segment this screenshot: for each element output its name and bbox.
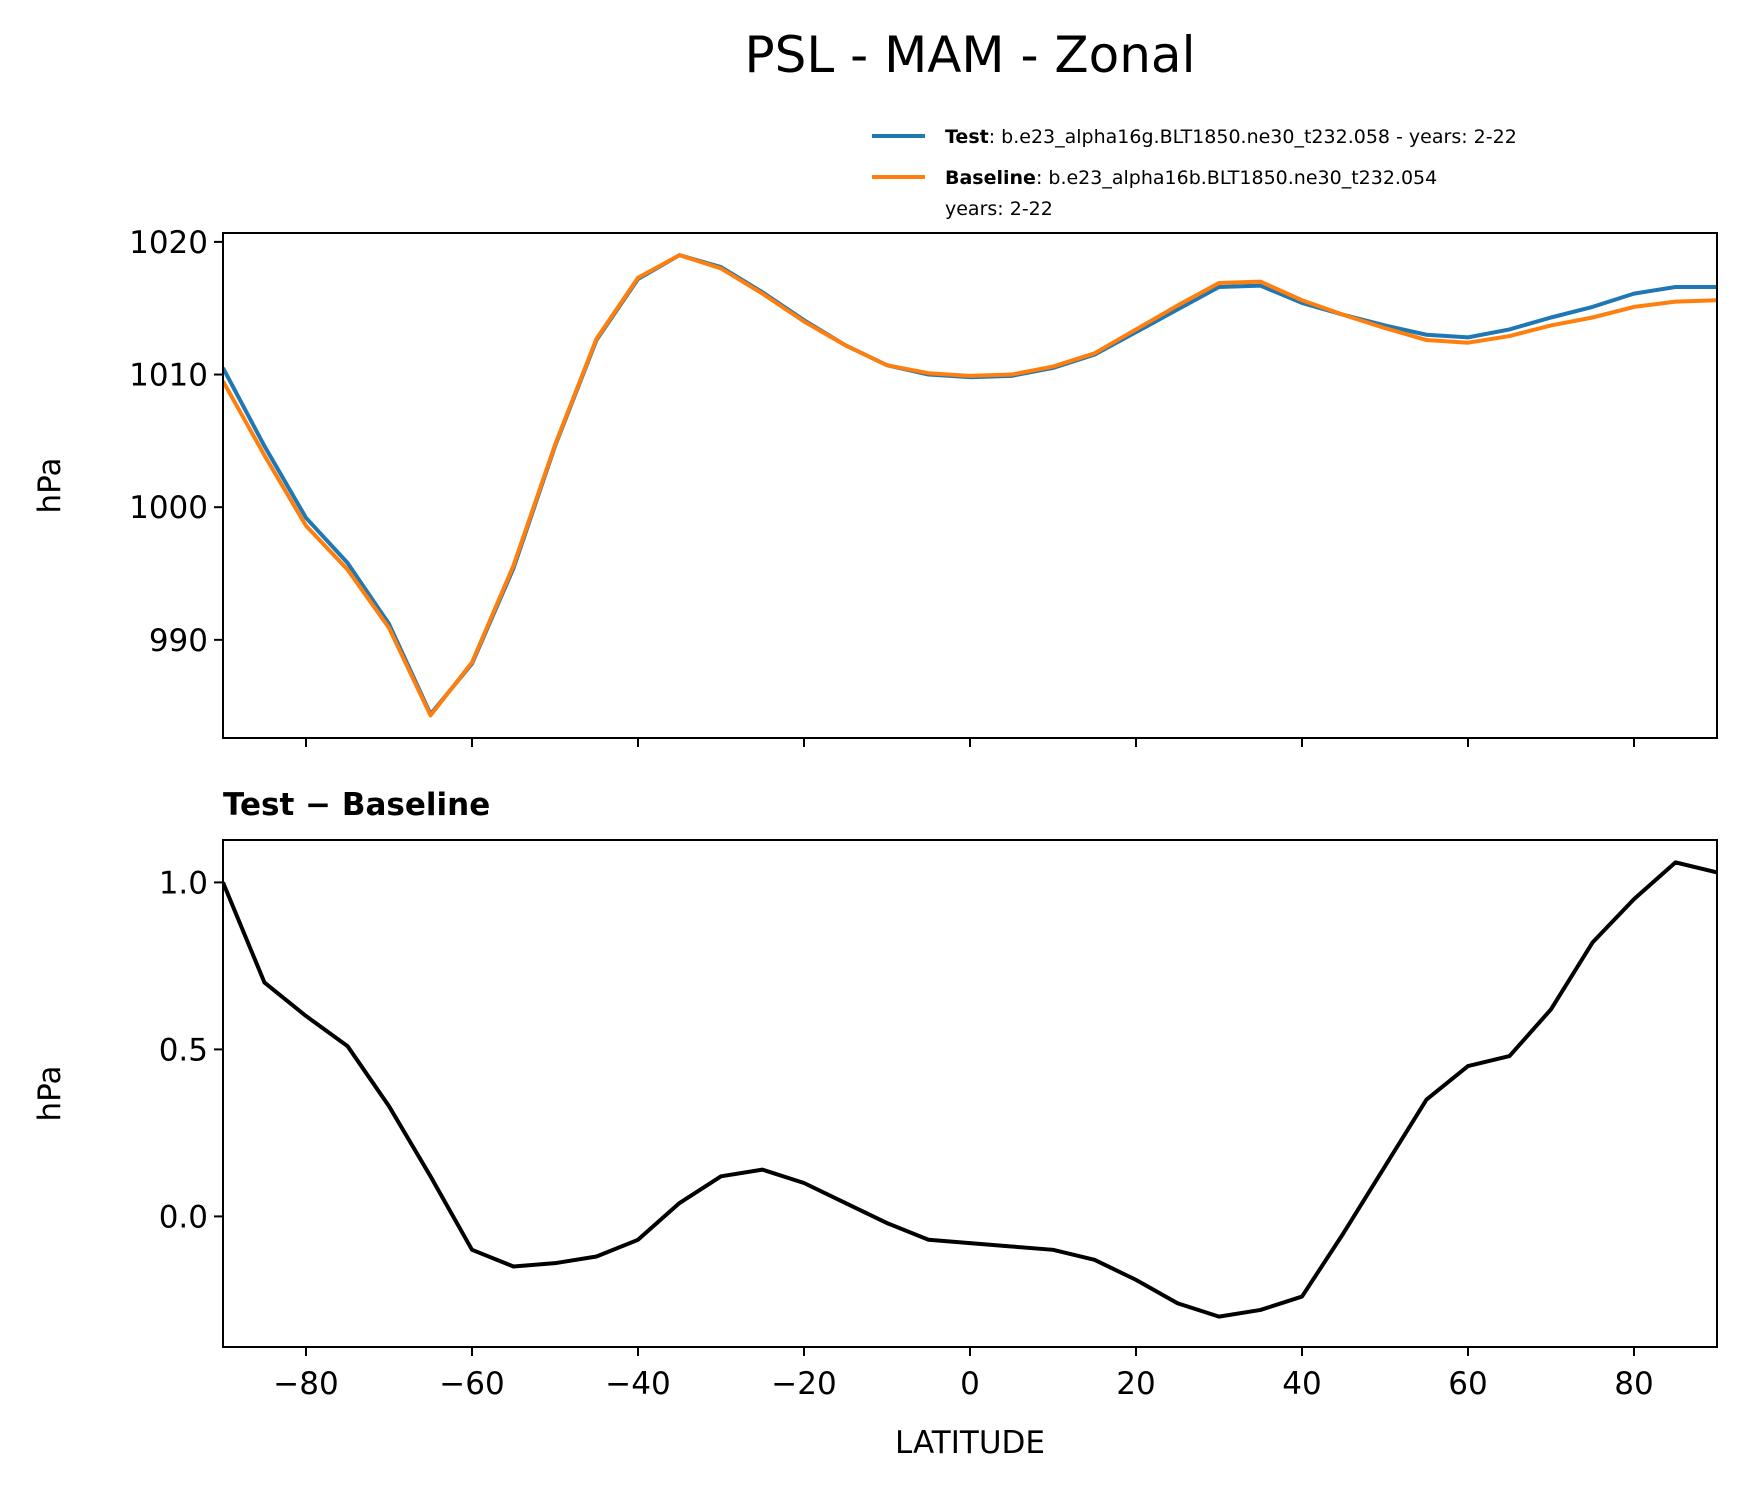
- y-axis-label: hPa: [32, 1066, 68, 1122]
- x-tick-label: −60: [439, 1366, 504, 1402]
- y-tick-label: 0.5: [159, 1032, 208, 1068]
- legend-description: years: 2-22: [945, 198, 1053, 220]
- y-tick-label: 1000: [129, 490, 208, 526]
- x-tick-label: −80: [273, 1366, 338, 1402]
- x-tick-label: −40: [605, 1366, 670, 1402]
- y-tick-label: 1020: [129, 225, 208, 261]
- series-line: [223, 253, 1717, 717]
- x-tick-label: 80: [1614, 1366, 1653, 1402]
- series-line: [223, 860, 1717, 1319]
- x-tick-label: 40: [1282, 1366, 1321, 1402]
- legend-description: : b.e23_alpha16g.BLT1850.ne30_t232.058 -…: [989, 126, 1517, 148]
- y-tick-label: 1010: [129, 358, 208, 394]
- axes-frame: [222, 232, 1718, 739]
- axes-frame: [222, 839, 1718, 1348]
- x-tick-label: 20: [1116, 1366, 1155, 1402]
- figure-title: PSL - MAM - Zonal: [745, 26, 1196, 84]
- y-tick-label: 1.0: [159, 865, 208, 901]
- x-tick-label: 60: [1448, 1366, 1487, 1402]
- legend-name: Test: [945, 126, 989, 148]
- y-tick-label: 990: [149, 623, 208, 659]
- x-tick-label: −20: [771, 1366, 836, 1402]
- legend-label: Test: b.e23_alpha16g.BLT1850.ne30_t232.0…: [945, 126, 1517, 148]
- x-axis-label: LATITUDE: [895, 1425, 1045, 1461]
- legend-label: Baseline: b.e23_alpha16b.BLT1850.ne30_t2…: [945, 167, 1437, 220]
- legend-description: : b.e23_alpha16b.BLT1850.ne30_t232.054: [1036, 167, 1437, 189]
- x-tick-label: 0: [960, 1366, 980, 1402]
- y-tick-label: 0.0: [159, 1199, 208, 1235]
- subplot-title: Test − Baseline: [223, 787, 490, 823]
- legend-name: Baseline: [945, 167, 1036, 189]
- series-line: [223, 253, 1717, 718]
- y-axis-label: hPa: [32, 458, 68, 514]
